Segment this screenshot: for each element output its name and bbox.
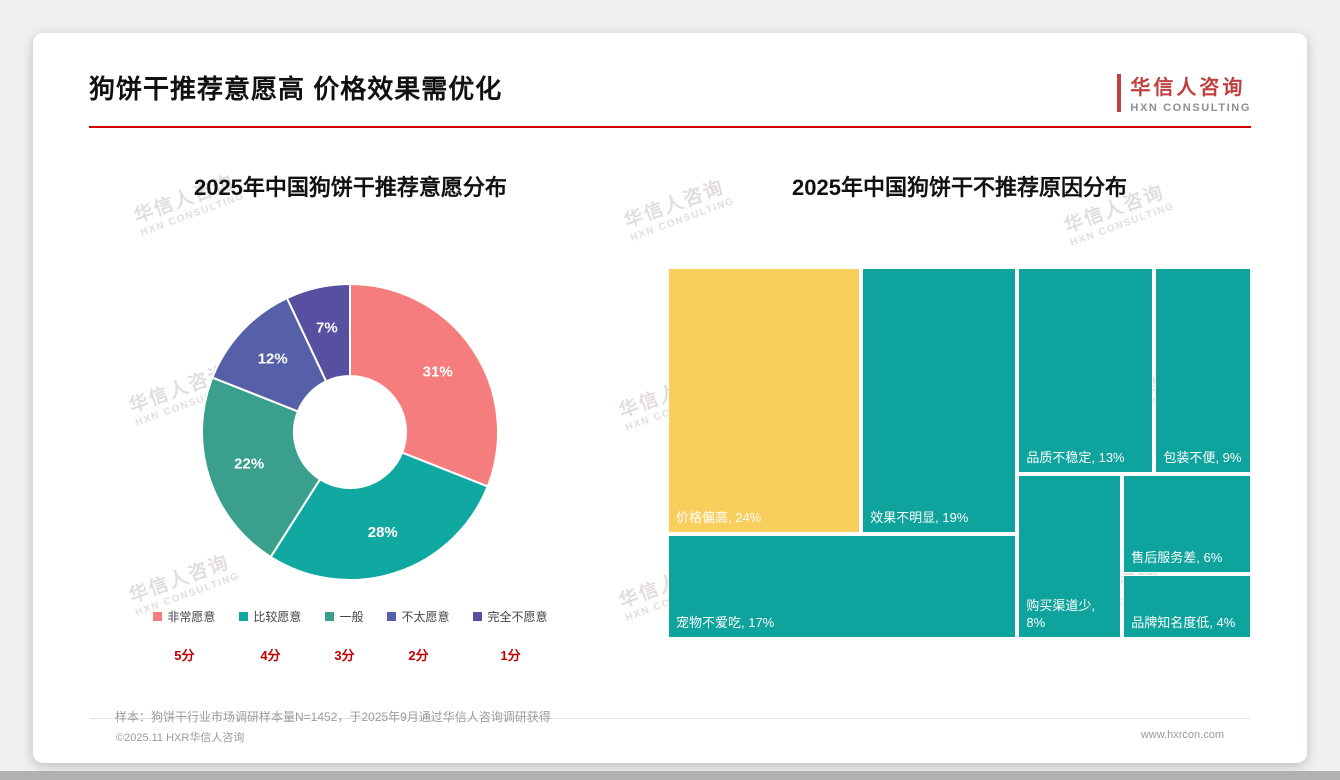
treemap-label: 购买渠道少, 8% <box>1026 597 1095 631</box>
legend-column: 比较愿意 4分 <box>239 608 301 664</box>
legend-score: 2分 <box>408 648 429 663</box>
legend-label: 一般 <box>339 610 364 624</box>
legend-swatch <box>387 612 397 621</box>
legend-label: 非常愿意 <box>167 610 216 624</box>
legend-score: 4分 <box>260 648 281 663</box>
brand-logo: 华信人咨询 HXN CONSULTING <box>1117 71 1251 114</box>
logo-name: 华信人咨询 <box>1130 77 1246 99</box>
treemap-title: 2025年中国狗饼干不推荐原因分布 <box>792 175 1127 200</box>
donut-slice-label: 31% <box>423 363 453 380</box>
treemap-label: 包装不便, 9% <box>1163 450 1242 466</box>
donut-slice-1 <box>269 451 490 581</box>
donut-svg: 31% 28% 22% 12% 7% <box>201 282 500 581</box>
donut-chart-title: 2025年中国狗饼干推荐意愿分布 <box>193 175 507 200</box>
donut-slice-label: 28% <box>368 524 398 541</box>
donut-slice-3 <box>211 296 328 413</box>
legend-swatch <box>239 612 249 621</box>
legend-score: 1分 <box>500 648 521 663</box>
bottom-strip <box>0 771 1340 780</box>
donut-slice-label: 12% <box>258 350 288 367</box>
legend-swatch <box>473 612 483 621</box>
legend-swatch <box>153 612 163 621</box>
legend-swatch <box>325 612 335 621</box>
legend-item: 非常愿意 <box>153 608 215 625</box>
legend-item: 一般 <box>325 608 363 625</box>
treemap-block-6: 售后服务差, 6% <box>1123 475 1251 573</box>
legend-label: 不太愿意 <box>401 610 450 624</box>
treemap-label: 售后服务差, 6% <box>1131 550 1223 566</box>
donut-slice-4 <box>286 282 352 383</box>
legend-score: 3分 <box>334 648 355 663</box>
treemap-label: 品质不稳定, 13% <box>1026 450 1125 466</box>
logo-text: 华信人咨询 HXN CONSULTING <box>1130 71 1251 114</box>
donut-chart: 31% 28% 22% 12% 7% <box>200 282 500 582</box>
legend-label: 比较愿意 <box>253 610 302 624</box>
donut-slice-label: 7% <box>316 320 338 337</box>
donut-chart-panel: 2025年中国狗饼干推荐意愿分布 31% 28% 22% 12% 7% 非常愿意 5分 比较… <box>89 170 612 664</box>
legend-column: 完全不愿意 1分 <box>473 608 547 664</box>
treemap-label: 品牌知名度低, 4% <box>1131 615 1236 631</box>
legend-score: 5分 <box>174 648 195 663</box>
copyright-text: ©2025.11 HXR华信人咨询 <box>116 732 245 744</box>
donut-legend: 非常愿意 5分 比较愿意 4分 一般 3分 不太愿意 2分 完全不愿意 1分 <box>153 608 547 664</box>
slide-header: 狗饼干推荐意愿高 价格效果需优化 华信人咨询 HXN CONSULTING <box>89 69 1251 114</box>
treemap-block-1: 效果不明显, 19% <box>862 268 1017 533</box>
treemap-chart: 价格偏高, 24% 效果不明显, 19% 品质不稳定, 13% 包装不便, 9% 宠物不… <box>667 268 1251 638</box>
title-underline <box>89 126 1251 128</box>
page-title: 狗饼干推荐意愿高 价格效果需优化 <box>89 74 503 104</box>
logo-tagline: HXN CONSULTING <box>1130 102 1251 114</box>
legend-column: 一般 3分 <box>325 608 363 664</box>
charts-row: 2025年中国狗饼干推荐意愿分布 31% 28% 22% 12% 7% 非常愿意 5分 比较… <box>89 170 1251 664</box>
treemap-label: 宠物不爱吃, 17% <box>675 615 775 631</box>
slide-content: 狗饼干推荐意愿高 价格效果需优化 华信人咨询 HXN CONSULTING 20… <box>33 33 1307 763</box>
legend-label: 完全不愿意 <box>487 610 548 624</box>
treemap-label: 效果不明显, 19% <box>870 510 969 526</box>
slide-card: 华信人咨询 HXN CONSULTING 华信人咨询 HXN CONSULTING 华信… <box>33 33 1307 763</box>
treemap-block-4: 宠物不爱吃, 17% <box>667 535 1017 638</box>
treemap-block-7: 品牌知名度低, 4% <box>1123 575 1251 638</box>
slide-footer: ©2025.11 HXR华信人咨询 www.hxrcon.com <box>90 718 1250 745</box>
treemap-panel: 2025年中国狗饼干不推荐原因分布 价格偏高, 24% 效果不明显, 19% 品质不… <box>612 170 1251 664</box>
website-text: www.hxrcon.com <box>1140 729 1224 741</box>
sample-footnote: 样本：狗饼干行业市场调研样本量N=1452，于2025年9月通过华信人咨询调研获… <box>115 710 551 724</box>
legend-item: 不太愿意 <box>387 608 449 625</box>
donut-slice-0 <box>349 282 500 488</box>
logo-bar <box>1117 73 1122 112</box>
donut-slice-2 <box>201 376 322 559</box>
legend-column: 不太愿意 2分 <box>387 608 449 664</box>
treemap-label: 价格偏高, 24% <box>675 510 762 526</box>
legend-item: 比较愿意 <box>239 608 301 625</box>
treemap-block-0: 价格偏高, 24% <box>667 268 860 533</box>
legend-column: 非常愿意 5分 <box>153 608 215 664</box>
donut-slice-label: 22% <box>235 456 265 473</box>
legend-item: 完全不愿意 <box>473 608 547 625</box>
treemap-block-3: 包装不便, 9% <box>1155 268 1251 473</box>
treemap-block-5: 购买渠道少, 8% <box>1018 475 1121 638</box>
treemap-block-2: 品质不稳定, 13% <box>1018 268 1154 473</box>
